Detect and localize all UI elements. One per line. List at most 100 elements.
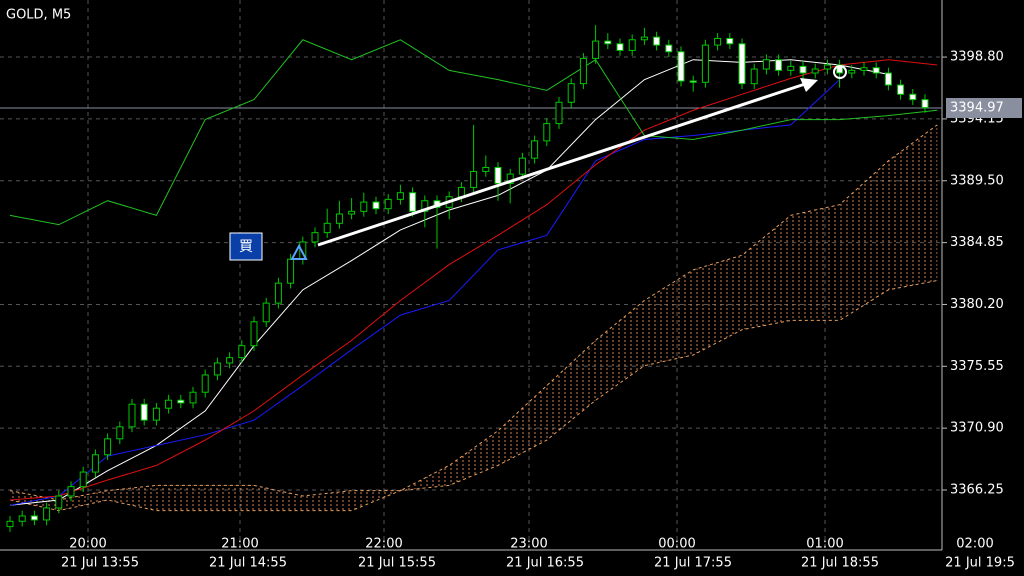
candle-body xyxy=(348,210,356,215)
candle-body xyxy=(43,507,51,521)
indicator-line xyxy=(9,59,938,501)
candle-body xyxy=(409,192,417,212)
candle-body xyxy=(189,391,197,404)
candle-body xyxy=(201,374,209,393)
candle-body xyxy=(165,399,173,409)
candle-body xyxy=(860,67,868,71)
x-hour-label: 02:00 xyxy=(956,537,993,552)
candle-body xyxy=(311,232,319,243)
candle-body xyxy=(91,454,99,473)
candle-body xyxy=(518,157,526,175)
candles xyxy=(6,25,929,532)
candle-body xyxy=(152,407,160,421)
arrow-head xyxy=(800,78,818,92)
candle-body xyxy=(799,65,807,74)
y-tick-label: 3366.25 xyxy=(950,483,1004,498)
candle-body xyxy=(726,37,734,45)
cloud xyxy=(9,124,938,512)
candle-body xyxy=(579,57,587,85)
candle-body xyxy=(360,201,368,212)
candle-body xyxy=(250,321,258,347)
candle-body xyxy=(470,170,478,188)
candle-body xyxy=(714,37,722,46)
x-date-label: 21 Jul 15:55 xyxy=(358,556,436,571)
candle-body xyxy=(640,36,648,41)
candle-body xyxy=(543,123,551,142)
candle-body xyxy=(335,213,343,224)
x-date-label: 21 Jul 13:55 xyxy=(61,556,139,571)
x-hour-label: 01:00 xyxy=(806,537,843,552)
candle-body xyxy=(665,44,673,53)
annotations: 買 xyxy=(229,65,847,261)
candle-body xyxy=(531,140,539,159)
candle-body xyxy=(494,166,502,184)
candle-body xyxy=(848,69,856,74)
candle-body xyxy=(604,40,612,45)
candle-body xyxy=(421,200,429,212)
axes: 3398.803394.153389.503384.853380.203375.… xyxy=(61,50,1022,571)
candle-body xyxy=(506,173,514,184)
indicator-line xyxy=(9,79,840,506)
candle-body xyxy=(30,515,38,521)
y-tick-label: 3375.55 xyxy=(950,359,1004,374)
y-tick-label: 3398.80 xyxy=(950,50,1004,65)
candle-body xyxy=(128,403,136,428)
y-tick-label: 3384.85 xyxy=(950,235,1004,250)
candle-body xyxy=(482,166,490,172)
x-hour-label: 21:00 xyxy=(221,537,258,552)
candle-body xyxy=(555,101,563,125)
candle-body xyxy=(787,65,795,71)
candle-body xyxy=(274,282,282,304)
candle-body xyxy=(384,198,392,210)
x-hour-label: 20:00 xyxy=(69,537,106,552)
x-hour-label: 00:00 xyxy=(658,537,695,552)
candle-body xyxy=(567,83,575,103)
y-tick-label: 3389.50 xyxy=(950,173,1004,188)
candle-body xyxy=(653,36,661,46)
candle-body xyxy=(226,357,234,364)
candle-body xyxy=(884,72,892,86)
indicator-line xyxy=(9,39,938,226)
chart-title: GOLD, M5 xyxy=(6,8,71,23)
buy-label: 買 xyxy=(239,239,253,255)
candle-body xyxy=(762,59,770,70)
candle-body xyxy=(872,67,880,74)
candle-body xyxy=(689,80,697,83)
x-date-label: 21 Jul 14:55 xyxy=(209,556,287,571)
candle-body xyxy=(628,39,636,51)
candle-body xyxy=(396,192,404,200)
candle-body xyxy=(213,362,221,376)
x-date-label: 21 Jul 17:55 xyxy=(654,556,732,571)
candle-body xyxy=(677,51,685,82)
candle-body xyxy=(140,403,148,421)
candle-body xyxy=(104,438,112,456)
candle-body xyxy=(823,64,831,70)
buy-triangle xyxy=(290,243,308,260)
x-date-label: 21 Jul 16:55 xyxy=(506,556,584,571)
indicator-line xyxy=(9,124,938,501)
candle-body xyxy=(6,520,14,528)
candle-body xyxy=(738,43,746,85)
candle-body xyxy=(79,471,87,488)
cloud-fill xyxy=(10,124,938,511)
candle-body xyxy=(775,59,783,71)
candle-body xyxy=(701,44,709,83)
candle-body xyxy=(287,258,295,284)
buy-label-box xyxy=(229,232,263,261)
candle-body xyxy=(67,486,75,497)
y-tick-label: 3370.90 xyxy=(950,421,1004,436)
x-hour-label: 22:00 xyxy=(365,537,402,552)
x-date-label: 21 Jul 18:55 xyxy=(801,556,879,571)
x-date-label: 21 Jul 19:5 xyxy=(945,556,1015,571)
candle-body xyxy=(909,93,917,101)
x-hour-label: 23:00 xyxy=(510,537,547,552)
candle-body xyxy=(262,302,270,323)
candle-body xyxy=(116,426,124,440)
current-price-label: 3394.97 xyxy=(950,101,1004,116)
candle-body xyxy=(177,399,185,404)
candle-body xyxy=(811,68,819,74)
trend-arrow xyxy=(317,82,806,247)
candle-body xyxy=(921,99,929,109)
